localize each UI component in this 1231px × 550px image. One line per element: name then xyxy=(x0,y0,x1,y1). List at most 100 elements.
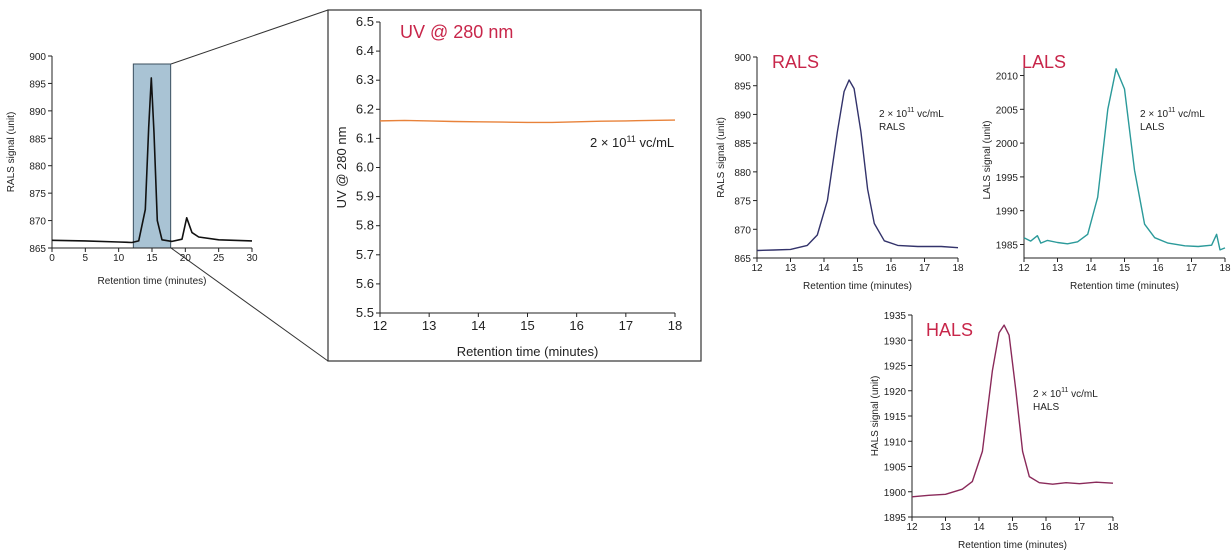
chart-lals: 1985 1990 1995 2000 2005 2010 12 13 14 15 16 17 18 Re… xyxy=(982,52,1231,292)
y-axis-label: HALS signal (unit) xyxy=(870,376,881,457)
concentration-label: 2 × 1011 vc/mL xyxy=(879,107,944,120)
y-tick-label: 6.3 xyxy=(356,72,374,87)
y-tick-label: 890 xyxy=(734,110,751,121)
x-tick-label: 15 xyxy=(146,253,158,264)
y-tick-label: 900 xyxy=(29,52,46,63)
chart-uv: 5.5 5.6 5.7 5.8 5.9 6.0 6.1 6.2 6.3 6.4 6.5 12 13 14 1… xyxy=(334,14,682,359)
x-tick-label: 5 xyxy=(83,253,89,264)
zoom-connector-top xyxy=(170,9,329,65)
y-axis-label: RALS signal (unit) xyxy=(6,112,17,193)
y-tick-label: 1990 xyxy=(996,207,1019,218)
y-tick-label: 6.1 xyxy=(356,130,374,145)
y-tick-label: 880 xyxy=(29,162,46,173)
x-tick-label: 18 xyxy=(668,318,682,333)
y-tick-label: 890 xyxy=(29,107,46,118)
x-tick-label: 17 xyxy=(1186,263,1198,274)
concentration-label: 2 × 1011 vc/mL xyxy=(1033,387,1098,400)
concentration-label: 2 × 1011 vc/mL xyxy=(590,134,674,150)
y-tick-label: 1925 xyxy=(884,362,907,373)
y-tick-label: 1915 xyxy=(884,412,907,423)
series-line xyxy=(756,79,959,252)
y-tick-label: 1900 xyxy=(884,488,907,499)
x-tick-label: 14 xyxy=(1085,263,1097,274)
y-axis-label: LALS signal (unit) xyxy=(982,121,993,200)
series-line xyxy=(911,324,1114,498)
series-line xyxy=(1023,68,1226,251)
x-tick-label: 14 xyxy=(471,318,485,333)
y-tick-label: 1905 xyxy=(884,463,907,474)
y-tick-label: 6.5 xyxy=(356,14,374,29)
x-tick-label: 13 xyxy=(940,522,952,533)
x-tick-label: 12 xyxy=(373,318,387,333)
panel-title: LALS xyxy=(1022,52,1066,72)
y-tick-label: 5.5 xyxy=(356,305,374,320)
x-axis-label: Retention time (minutes) xyxy=(457,344,599,359)
chart-hals: 1895 1900 1905 1910 1915 1920 1925 1930 1935 12 13… xyxy=(870,311,1119,550)
x-tick-label: 12 xyxy=(906,522,918,533)
y-tick-label: 5.6 xyxy=(356,276,374,291)
y-axis-label: UV @ 280 nm xyxy=(334,127,349,209)
detector-label: HALS xyxy=(1033,402,1059,413)
y-tick-label: 6.2 xyxy=(356,101,374,116)
x-tick-label: 20 xyxy=(180,253,192,264)
x-tick-label: 14 xyxy=(818,263,830,274)
x-tick-label: 16 xyxy=(1040,522,1052,533)
x-tick-label: 14 xyxy=(973,522,985,533)
chart-rals: 865 870 875 880 885 890 895 900 12 13 14 15 16 17 18 Re… xyxy=(716,52,964,292)
y-tick-label: 1985 xyxy=(996,240,1019,251)
y-axis-label: RALS signal (unit) xyxy=(716,117,727,198)
y-tick-label: 1935 xyxy=(884,311,907,322)
y-tick-label: 865 xyxy=(734,254,751,265)
x-tick-label: 13 xyxy=(422,318,436,333)
x-tick-label: 16 xyxy=(1152,263,1164,274)
x-axis-label: Retention time (minutes) xyxy=(98,276,207,287)
y-tick-label: 2005 xyxy=(996,105,1019,116)
y-tick-label: 885 xyxy=(29,134,46,145)
series-line xyxy=(379,119,676,124)
x-tick-label: 0 xyxy=(49,253,55,264)
x-axis-label: Retention time (minutes) xyxy=(803,281,912,292)
concentration-label: 2 × 1011 vc/mL xyxy=(1140,107,1205,120)
y-tick-label: 895 xyxy=(734,82,751,93)
y-tick-label: 2010 xyxy=(996,72,1019,83)
x-tick-label: 30 xyxy=(246,253,258,264)
chart-overview: 865 870 875 880 885 890 895 900 0 5 10 15 20 25 30 Rete… xyxy=(6,52,258,287)
x-tick-label: 17 xyxy=(619,318,633,333)
y-tick-label: 875 xyxy=(29,189,46,200)
x-axis-label: Retention time (minutes) xyxy=(958,540,1067,550)
y-tick-label: 6.0 xyxy=(356,160,374,175)
y-tick-label: 1930 xyxy=(884,336,907,347)
y-tick-label: 2000 xyxy=(996,139,1019,150)
x-tick-label: 15 xyxy=(520,318,534,333)
y-tick-label: 5.9 xyxy=(356,189,374,204)
y-tick-label: 870 xyxy=(29,217,46,228)
detector-label: RALS xyxy=(879,122,905,133)
x-tick-label: 15 xyxy=(1119,263,1131,274)
y-tick-label: 6.4 xyxy=(356,43,374,58)
y-tick-label: 1910 xyxy=(884,437,907,448)
y-tick-label: 870 xyxy=(734,225,751,236)
panel-title: HALS xyxy=(926,320,973,340)
y-tick-label: 5.8 xyxy=(356,218,374,233)
y-tick-label: 900 xyxy=(734,53,751,64)
zoom-connector-bottom xyxy=(170,247,329,362)
y-tick-label: 885 xyxy=(734,139,751,150)
x-axis-label: Retention time (minutes) xyxy=(1070,281,1179,292)
y-tick-label: 1920 xyxy=(884,387,907,398)
y-tick-label: 880 xyxy=(734,168,751,179)
x-tick-label: 18 xyxy=(1107,522,1119,533)
y-tick-label: 1895 xyxy=(884,513,907,524)
x-tick-label: 15 xyxy=(852,263,864,274)
y-tick-label: 865 xyxy=(29,244,46,255)
detector-label: LALS xyxy=(1140,122,1165,133)
x-tick-label: 13 xyxy=(1052,263,1064,274)
x-tick-label: 12 xyxy=(1018,263,1030,274)
y-tick-label: 1995 xyxy=(996,173,1019,184)
zoom-panel-frame xyxy=(327,9,702,362)
x-tick-label: 18 xyxy=(1219,263,1231,274)
y-tick-label: 895 xyxy=(29,79,46,90)
x-tick-label: 16 xyxy=(885,263,897,274)
x-tick-label: 25 xyxy=(213,253,225,264)
y-tick-label: 5.7 xyxy=(356,247,374,262)
